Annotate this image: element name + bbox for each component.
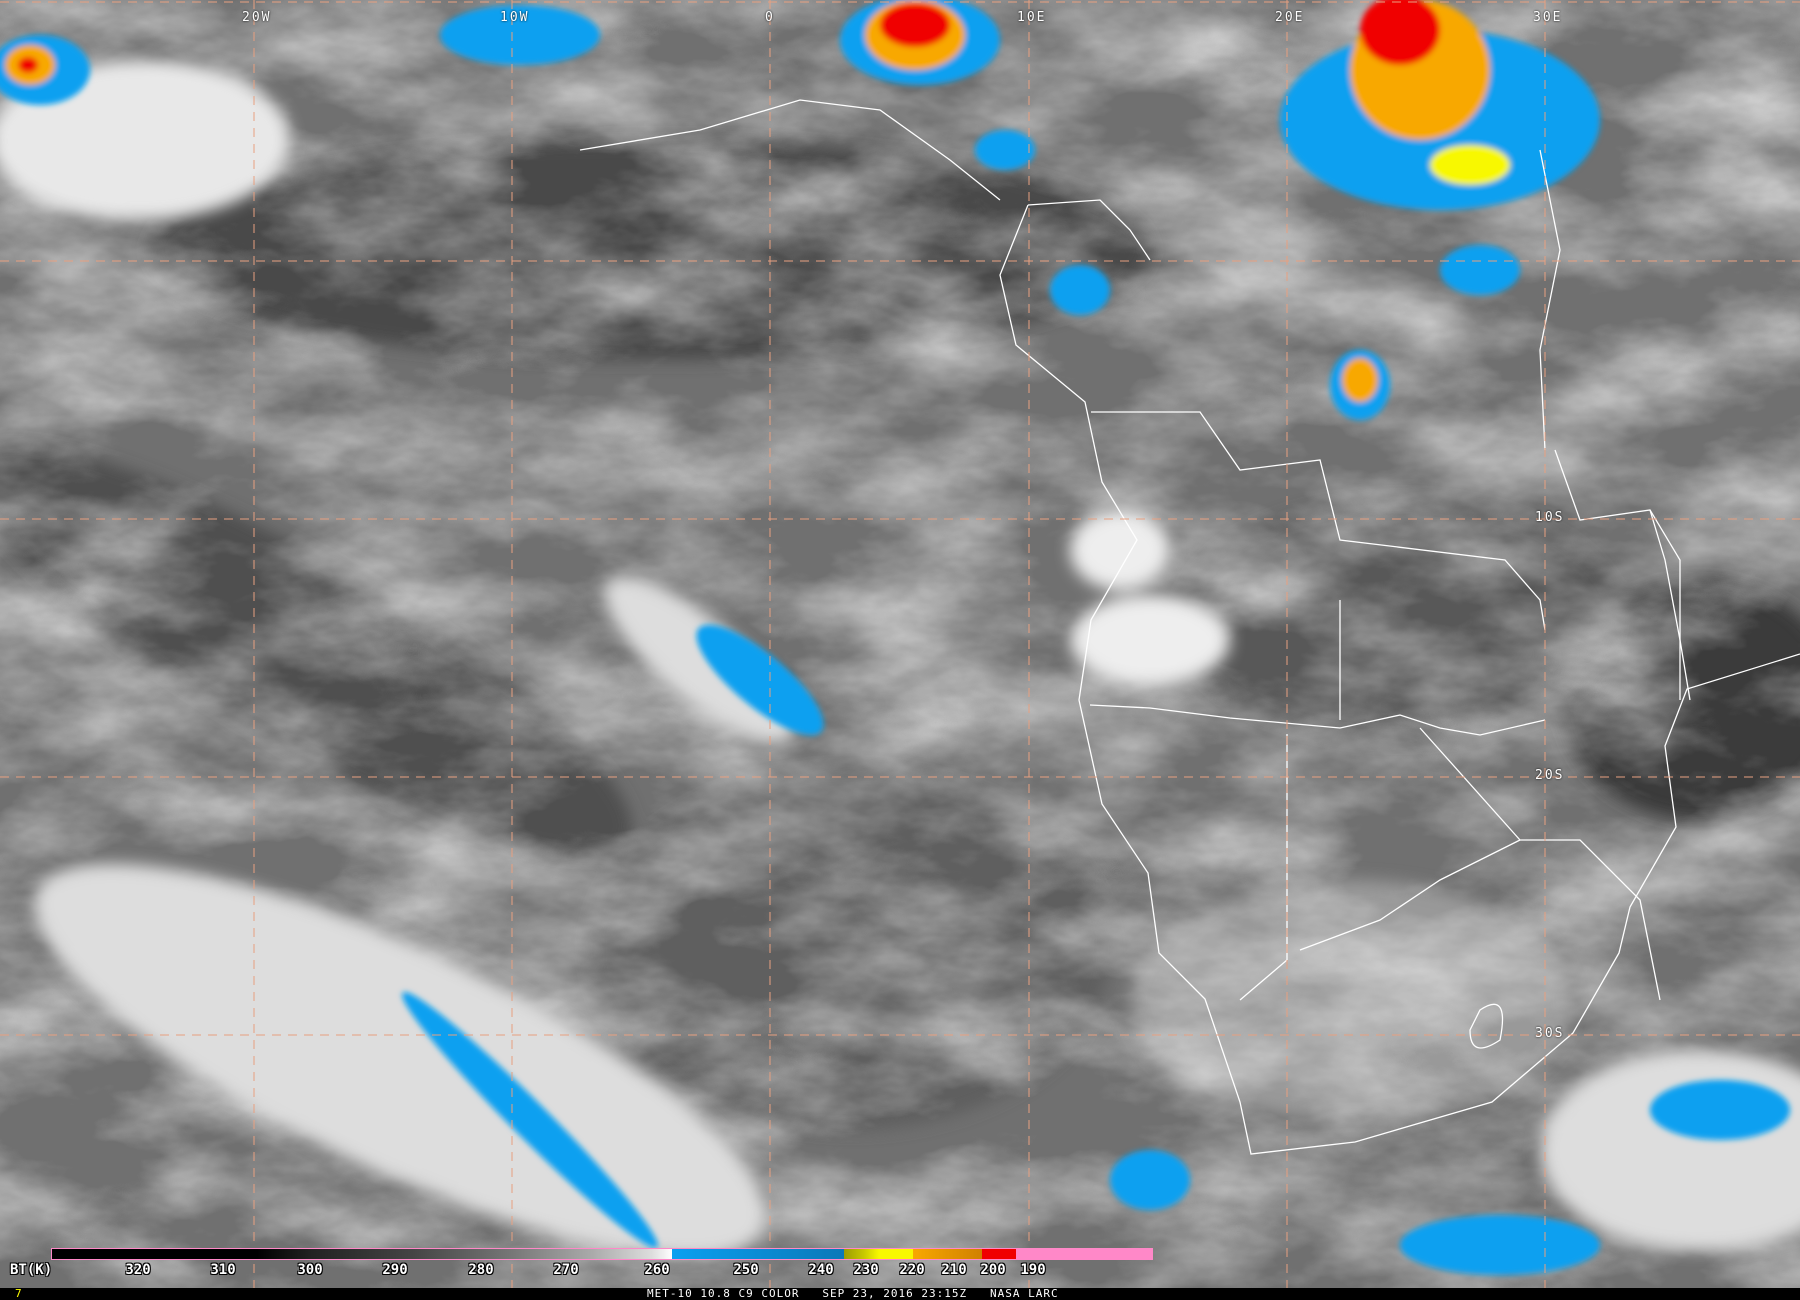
country-border — [1299, 839, 1521, 951]
colorbar-tick-label: 310 — [210, 1262, 236, 1278]
caption-bar: 7 MET-10 10.8 C9 COLOR SEP 23, 2016 23:1… — [0, 1288, 1800, 1300]
country-border — [1091, 411, 1546, 631]
colorbar-tick-label: 320 — [125, 1262, 151, 1278]
lon-label-30e: 30E — [1533, 10, 1563, 25]
colorbar-tick-label: 210 — [941, 1262, 967, 1278]
west-africa-coast — [579, 99, 1001, 201]
colorbar-tick-label: 280 — [468, 1262, 494, 1278]
country-border — [1027, 199, 1151, 261]
colorbar-tick-label: 230 — [853, 1262, 879, 1278]
colorbar-tick-label: 220 — [899, 1262, 925, 1278]
lon-label-10e: 10E — [1017, 10, 1047, 25]
colorbar-tick-label: 200 — [980, 1262, 1006, 1278]
colorbar-tick-label: 240 — [808, 1262, 834, 1278]
colorbar-tick-label: 250 — [733, 1262, 759, 1278]
country-border — [1539, 149, 1561, 451]
frame-number: 7 — [15, 1287, 22, 1300]
lat-label-30s: 30S — [1535, 1026, 1565, 1041]
lat-label-10s: 10S — [1535, 510, 1565, 525]
image-caption: MET-10 10.8 C9 COLOR SEP 23, 2016 23:15Z… — [647, 1287, 1059, 1300]
colorbar-tick-label: 190 — [1020, 1262, 1046, 1278]
colorbar-tick-label: 270 — [553, 1262, 579, 1278]
country-border — [1419, 727, 1661, 1001]
lon-label-20e: 20E — [1275, 10, 1305, 25]
lon-label-10w: 10W — [500, 10, 530, 25]
lesotho-border — [1469, 1003, 1504, 1049]
lon-label-20w: 20W — [242, 10, 272, 25]
africa-coastline — [999, 204, 1800, 1155]
colorbar-tick-label: 290 — [382, 1262, 408, 1278]
brightness-temperature-colorbar — [51, 1248, 1153, 1260]
lake-malawi — [1649, 509, 1691, 701]
colorbar-tick-label: 300 — [297, 1262, 323, 1278]
convective-cells — [0, 0, 1790, 1275]
lon-label-0: 0 — [765, 10, 775, 25]
colorbar-tick-label: 260 — [644, 1262, 670, 1278]
lat-label-20s: 20S — [1535, 768, 1565, 783]
colorbar-title: BT(K) — [10, 1262, 53, 1278]
country-border — [1089, 704, 1546, 736]
